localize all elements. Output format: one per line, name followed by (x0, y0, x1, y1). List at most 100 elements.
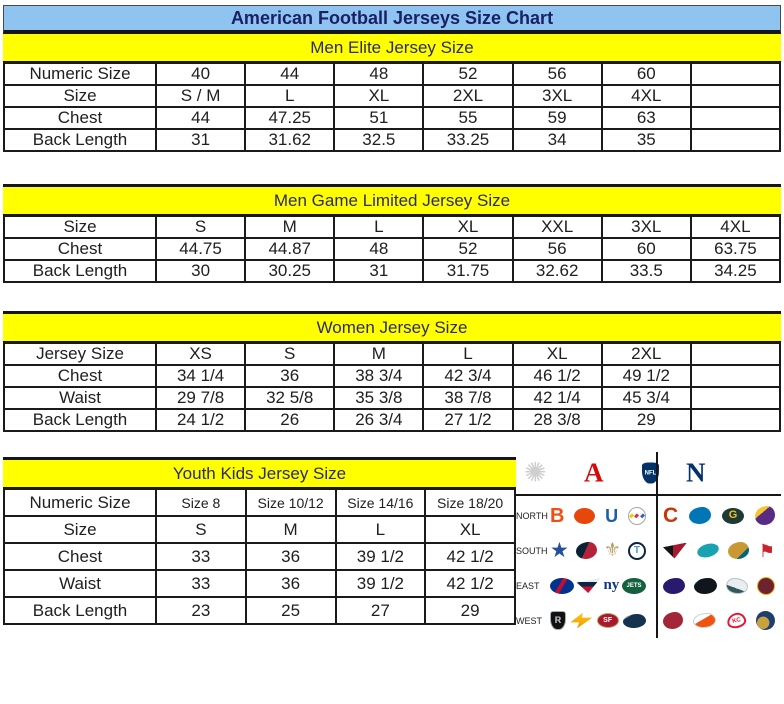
saints-logo: ⚜ (603, 540, 621, 561)
texans-logo (575, 542, 597, 559)
cell: S (154, 215, 247, 239)
table-row: Chest 44 47.25 51 55 59 63 (3, 106, 782, 130)
patriots-logo (576, 578, 601, 593)
division-label: SOUTH (516, 545, 548, 556)
jets-logo: JETS (622, 577, 646, 594)
chiefs-logo: KC (725, 611, 748, 630)
table-row: Size S M L XL XXL 3XL 4XL (3, 215, 782, 239)
cell: XL (424, 515, 516, 544)
cell: 36 (244, 364, 336, 388)
table-row: Waist 33 36 39 1/2 42 1/2 (3, 569, 516, 598)
cell: 44 (154, 106, 247, 130)
cell: 52 (422, 237, 514, 261)
division-row-north: NORTH B U C G (516, 498, 781, 533)
starburst-icon: ✺ (524, 457, 547, 488)
cell: 31.75 (422, 259, 514, 283)
cell: XS (154, 342, 247, 366)
cardinals-logo (663, 612, 683, 629)
cell: L (422, 342, 514, 366)
youth-table: Numeric Size Size 8 Size 10/12 Size 14/16 Si… (3, 488, 516, 625)
cell: L (244, 84, 336, 108)
row-label: Back Length (3, 128, 157, 152)
page-title-bar: American Football Jerseys Size Chart (3, 5, 781, 34)
table-row: Jersey Size XS S M L XL 2XL (3, 342, 782, 366)
panthers-logo (694, 577, 717, 594)
cell: 32.5 (333, 128, 425, 152)
youth-section: Youth Kids Jersey Size Numeric Size Size … (3, 457, 516, 625)
section-title: Men Elite Jersey Size (310, 37, 474, 57)
cell: 63.75 (689, 237, 782, 261)
nfc-logo: N (686, 457, 706, 488)
cell: 24 1/2 (154, 408, 247, 432)
seahawks-logo (622, 613, 646, 628)
row-label: Back Length (3, 408, 157, 432)
cell: 42 1/4 (511, 386, 603, 410)
cell: 26 (244, 408, 336, 432)
cell: 34 (511, 128, 603, 152)
cell: Size 14/16 (334, 488, 427, 517)
cell: 33.5 (600, 259, 692, 283)
cell: 42 3/4 (422, 364, 514, 388)
cell: L (334, 515, 427, 544)
cell: 51 (333, 106, 425, 130)
division-label: WEST (516, 615, 542, 626)
cell: 34 1/4 (154, 364, 247, 388)
table-row: Chest 34 1/4 36 38 3/4 42 3/4 46 1/2 49 1/2 (3, 364, 782, 388)
cell: 29 (424, 596, 516, 625)
broncos-logo (693, 613, 717, 628)
afc-team-logos: ★ ⚜ T (550, 540, 651, 561)
empty-cell (689, 84, 782, 108)
cell: 60 (600, 237, 692, 261)
row-label: Numeric Size (3, 62, 157, 86)
cell: 40 (154, 62, 247, 86)
empty-cell (689, 408, 782, 432)
division-row-east: EAST ny JETS (516, 568, 781, 603)
cell: 3XL (600, 215, 692, 239)
cell: M (333, 342, 425, 366)
dolphins-logo (695, 541, 720, 560)
table-row: Size S / M L XL 2XL 3XL 4XL (3, 84, 782, 108)
afc-team-logos: ny JETS (550, 577, 651, 594)
row-label: Back Length (3, 259, 157, 283)
cell: 59 (511, 106, 603, 130)
section-title: Men Game Limited Jersey Size (273, 190, 511, 210)
cell: S / M (154, 84, 247, 108)
bears-logo: C (663, 504, 679, 527)
table-row: Waist 29 7/8 32 5/8 35 3/8 38 7/8 42 1/4 45 3/… (3, 386, 782, 410)
women-section: Women Jersey Size Jersey Size XS S M L XL 2XL C… (3, 311, 782, 432)
cell: 35 (600, 128, 692, 152)
cell: XL (333, 84, 425, 108)
cell: 31 (333, 259, 425, 283)
cell: 44.87 (244, 237, 336, 261)
men-elite-table: Numeric Size 40 44 48 52 56 60 Size S / M L XL 2XL 3… (3, 62, 782, 152)
cell: 38 7/8 (422, 386, 514, 410)
cell: 48 (333, 62, 425, 86)
empty-cell (689, 128, 782, 152)
section-title: Youth Kids Jersey Size (172, 463, 347, 483)
cell: 36 (244, 569, 337, 598)
cell: 26 3/4 (333, 408, 425, 432)
colts-logo: U (605, 505, 619, 526)
row-label: Back Length (3, 596, 157, 625)
cell: 49 1/2 (600, 364, 692, 388)
cell: 31.62 (244, 128, 336, 152)
cell: 45 3/4 (600, 386, 692, 410)
cell: 2XL (422, 84, 514, 108)
cell: 28 3/8 (511, 408, 603, 432)
cell: 34.25 (689, 259, 782, 283)
empty-cell (689, 342, 782, 366)
cell: 4XL (689, 215, 782, 239)
section-header-men-game-limited: Men Game Limited Jersey Size (3, 184, 781, 215)
cell: XL (422, 215, 514, 239)
cell: 33 (155, 569, 247, 598)
afc-logo: A (584, 457, 604, 488)
raiders-logo: R (550, 611, 566, 630)
buccaneers-logo: ⚑ (758, 540, 775, 561)
cell: Size 18/20 (424, 488, 516, 517)
row-label: Waist (3, 569, 157, 598)
vikings-logo (754, 506, 775, 525)
nfl-division-rows: NORTH B U C G SOUTH ★ ⚜ T ⚑ EAST ny JETS WEST R SF KC (516, 498, 781, 638)
browns-logo (574, 507, 596, 524)
cell: M (244, 215, 336, 239)
